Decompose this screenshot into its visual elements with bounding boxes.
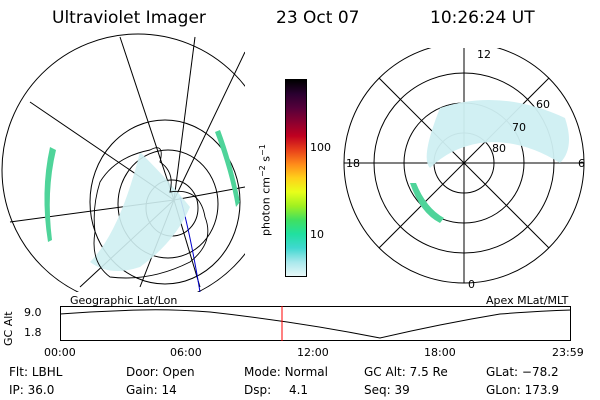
info-mode: Mode: Normal <box>244 365 328 379</box>
info-glat: GLat: −78.2 <box>486 365 559 379</box>
timeline-ylabel: GC Alt <box>2 311 15 346</box>
altitude-curve <box>60 309 572 339</box>
info-seq: Seq: 39 <box>364 383 410 397</box>
mlt-0-label: 0 <box>468 278 475 291</box>
timeline-xtick-1: 06:00 <box>170 346 202 359</box>
colorbar-label: photon cm−2 s−1 <box>258 144 273 236</box>
info-glon: GLon: 173.9 <box>486 383 559 397</box>
mlt-18-label: 18 <box>346 157 360 170</box>
globe-limb <box>1 33 245 292</box>
info-door: Door: Open <box>126 365 195 379</box>
info-gain: Gain: 14 <box>126 383 177 397</box>
timeline-xtick-2: 12:00 <box>297 346 329 359</box>
apex-caption: Apex MLat/MLT <box>486 294 569 307</box>
timeline-xtick-3: 18:00 <box>424 346 456 359</box>
mlat-80-label: 80 <box>492 142 506 155</box>
timeline-xtick-4: 23:59 <box>552 346 584 359</box>
mlat-60-label: 60 <box>536 98 550 111</box>
colorbar <box>285 79 307 277</box>
info-ip: IP: 36.0 <box>9 383 55 397</box>
info-dsp: Dsp: 4.1 <box>244 383 309 397</box>
geographic-caption: Geographic Lat/Lon <box>70 294 178 307</box>
colorbar-tick-100: 100 <box>310 141 331 154</box>
colorbar-tick-10: 10 <box>310 228 324 241</box>
timeline-ytick-1.8: 1.8 <box>24 326 42 339</box>
timeline-xtick-0: 00:00 <box>44 346 76 359</box>
time-label: 10:26:24 UT <box>430 8 535 28</box>
date-label: 23 Oct 07 <box>276 8 360 28</box>
info-gc-alt: GC Alt: 7.5 Re <box>364 365 448 379</box>
altitude-timeline <box>60 306 572 341</box>
mlat-70-label: 70 <box>512 121 526 134</box>
info-flt: Flt: LBHL <box>9 365 63 379</box>
mlt-6-label: 6 <box>578 157 585 170</box>
apex-polar-panel <box>343 48 585 284</box>
geographic-map-panel <box>1 33 245 292</box>
instrument-title: Ultraviolet Imager <box>52 8 206 28</box>
timeline-ytick-9: 9.0 <box>24 306 42 319</box>
mlt-12-label: 12 <box>477 48 491 61</box>
